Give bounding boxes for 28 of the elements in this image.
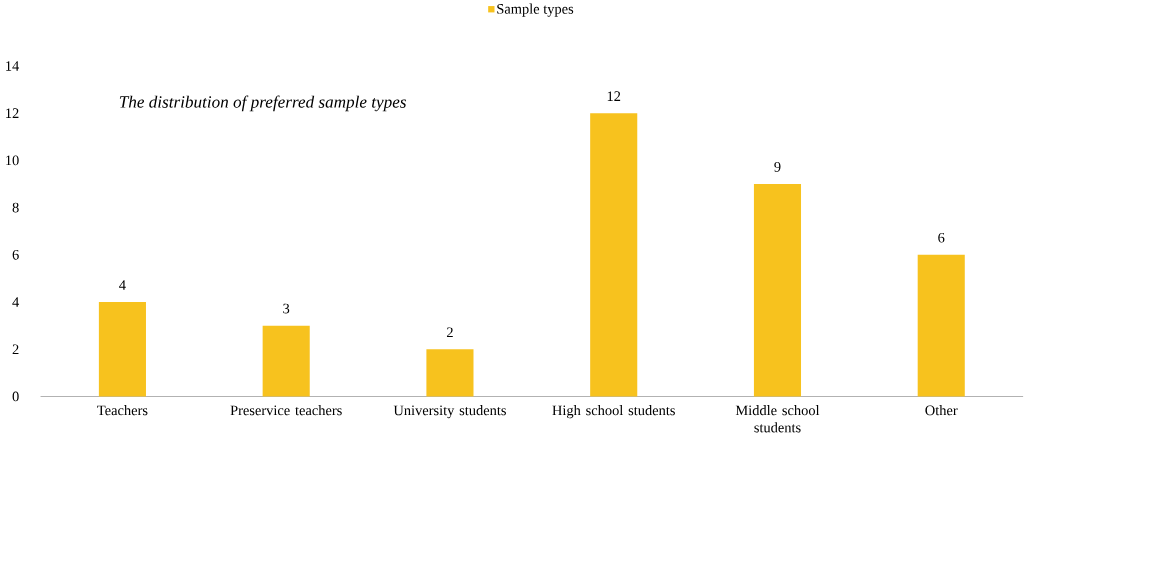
y-tick-label: 4 <box>12 297 20 307</box>
bar <box>262 325 310 397</box>
x-tick-label: University students <box>393 405 506 419</box>
data-label: 2 <box>446 327 453 338</box>
x-tick-label: Preservice teachers <box>230 405 342 416</box>
data-label: 9 <box>774 162 781 172</box>
y-tick-label: 12 <box>6 108 19 118</box>
text: The distribution of preferred sample types <box>119 95 406 112</box>
y-tick-label: 10 <box>6 155 19 166</box>
bar <box>753 184 802 397</box>
x-tick-label: Other <box>925 405 958 416</box>
legend-label: Sample types <box>497 3 574 17</box>
y-tick-label: 14 <box>6 61 20 71</box>
x-tick-label: Middle school students <box>735 405 820 433</box>
data-label: 3 <box>283 303 290 314</box>
y-tick-label: 0 <box>12 391 19 402</box>
bar <box>590 113 638 397</box>
x-tick-label: High school students <box>552 405 675 419</box>
bar <box>426 349 474 397</box>
y-tick-label: 8 <box>12 202 19 213</box>
data-label: 12 <box>607 91 621 101</box>
y-tick-label: 6 <box>12 250 19 260</box>
data-label: 6 <box>938 232 945 243</box>
data-label: 4 <box>119 280 126 290</box>
y-tick-label: 2 <box>12 344 19 355</box>
bar <box>917 254 965 397</box>
bar <box>98 302 146 397</box>
x-tick-label: Teachers <box>97 405 148 416</box>
